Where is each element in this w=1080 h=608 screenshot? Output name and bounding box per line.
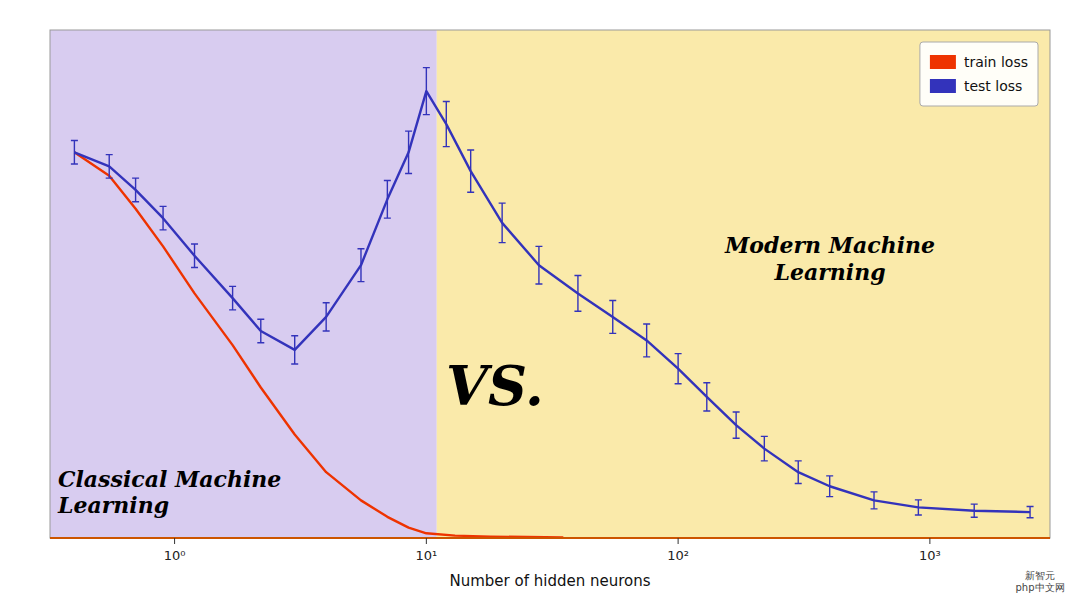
annotation-line: php中文网 bbox=[1015, 582, 1064, 593]
plot-area bbox=[50, 30, 1050, 538]
chart: 10⁰ 10¹ 10² 10³ Number of hidden neurons VS. C… bbox=[0, 0, 1080, 608]
x-tick bbox=[678, 538, 679, 544]
legend-swatch bbox=[930, 55, 956, 69]
x-axis-line bbox=[50, 537, 1050, 539]
x-tick bbox=[174, 538, 175, 544]
annotation-line: 新智元 bbox=[1025, 570, 1055, 581]
annotation-line: VS. bbox=[446, 354, 544, 418]
x-tick bbox=[929, 538, 930, 544]
region bbox=[50, 30, 437, 538]
annotation-line: Classical Machine bbox=[58, 466, 281, 492]
region bbox=[437, 30, 1050, 538]
x-tick-label: 10⁰ bbox=[164, 548, 186, 563]
annotation-line: Learning bbox=[773, 259, 885, 285]
annotation: Classical MachineLearning bbox=[57, 466, 281, 518]
legend-box bbox=[920, 42, 1038, 106]
x-tick-label: 10³ bbox=[919, 548, 941, 563]
x-tick bbox=[426, 538, 427, 544]
legend: train loss test loss bbox=[920, 42, 1038, 106]
legend-label: test loss bbox=[964, 78, 1022, 94]
x-axis-label: Number of hidden neurons bbox=[449, 572, 650, 590]
x-tick-label: 10² bbox=[667, 548, 689, 563]
series-line bbox=[74, 91, 1030, 512]
legend-swatch bbox=[930, 79, 956, 93]
annotation-line: Learning bbox=[57, 492, 169, 518]
annotation-line: Modern Machine bbox=[724, 232, 935, 258]
annotation: VS. bbox=[446, 354, 544, 418]
annotation: 新智元php中文网 bbox=[1015, 570, 1064, 593]
annotation: Modern MachineLearning bbox=[724, 232, 935, 284]
plot-frame bbox=[50, 30, 1050, 538]
legend-label: train loss bbox=[964, 54, 1028, 70]
x-tick-label: 10¹ bbox=[415, 548, 437, 563]
